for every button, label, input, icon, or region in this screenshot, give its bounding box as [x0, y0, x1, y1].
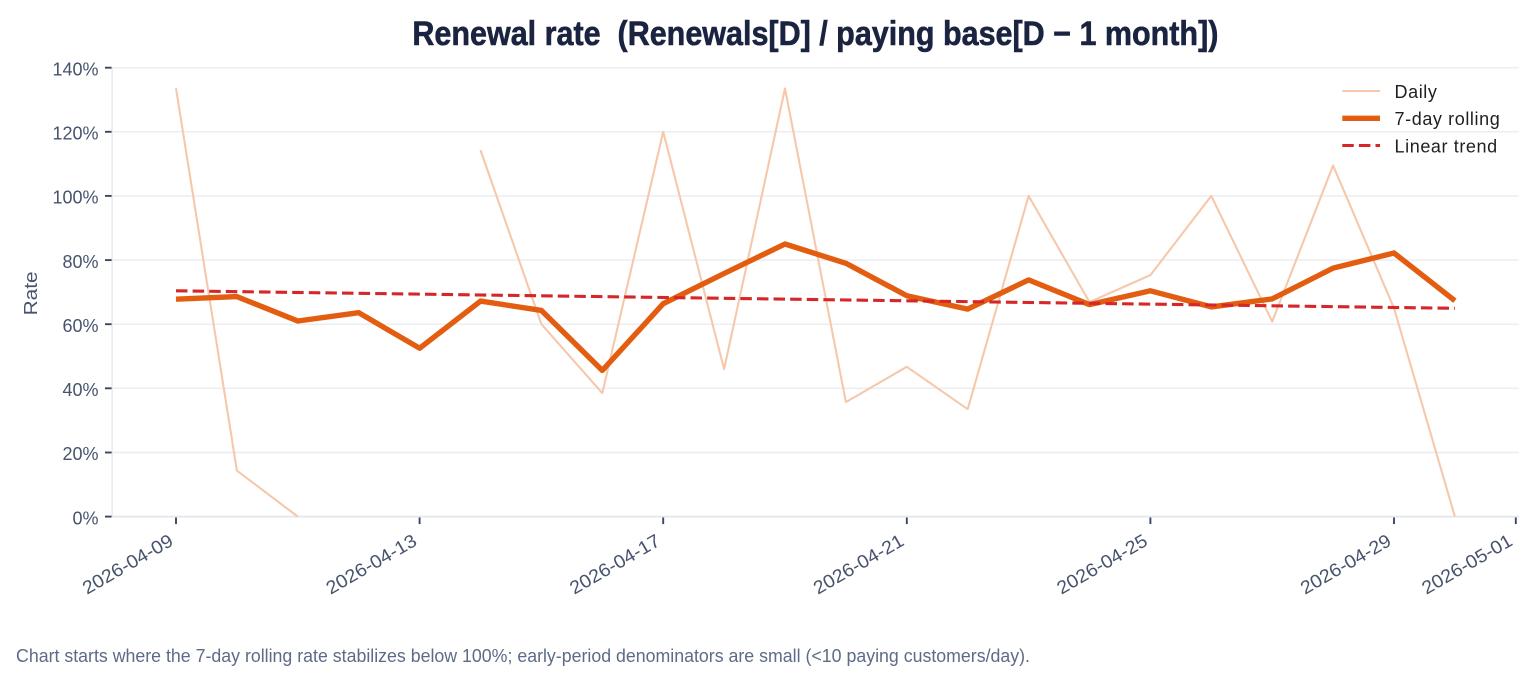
svg-text:Rate: Rate [20, 271, 41, 315]
svg-text:120%: 120% [52, 124, 98, 144]
svg-text:Daily: Daily [1395, 82, 1438, 102]
svg-text:100%: 100% [52, 188, 98, 208]
svg-text:60%: 60% [62, 316, 98, 336]
svg-text:7-day rolling: 7-day rolling [1395, 109, 1501, 129]
svg-text:Linear trend: Linear trend [1395, 136, 1498, 156]
svg-text:140%: 140% [52, 59, 98, 79]
svg-text:20%: 20% [62, 444, 98, 464]
svg-text:Chart starts where the 7-day r: Chart starts where the 7-day rolling rat… [16, 646, 1030, 666]
svg-text:Renewal rate (Renewals[D] / p: Renewal rate (Renewals[D] / paying base[… [412, 15, 1218, 53]
svg-text:0%: 0% [72, 508, 98, 528]
svg-text:40%: 40% [62, 380, 98, 400]
svg-text:80%: 80% [62, 252, 98, 272]
